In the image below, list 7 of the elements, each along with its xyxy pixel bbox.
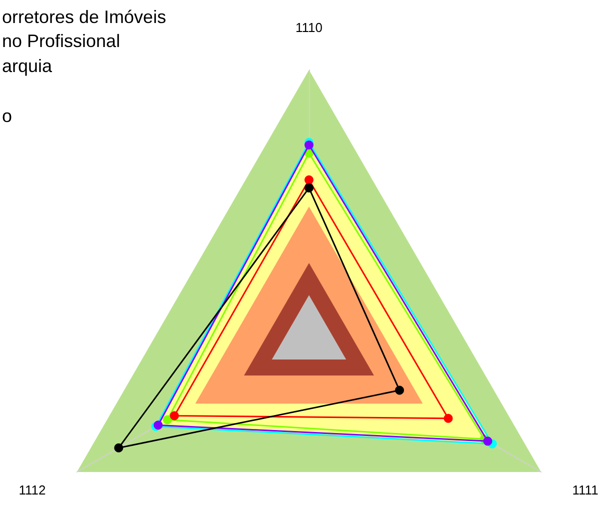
spoke-label: 1111 — [572, 482, 598, 498]
spoke-label: 1112 — [18, 482, 46, 498]
text: arquia — [2, 56, 54, 76]
spoke-label: 1110 — [296, 20, 322, 35]
text: orretores de Imóveis — [2, 7, 166, 27]
text: o — [2, 106, 12, 126]
text: no Profissional — [2, 31, 120, 51]
